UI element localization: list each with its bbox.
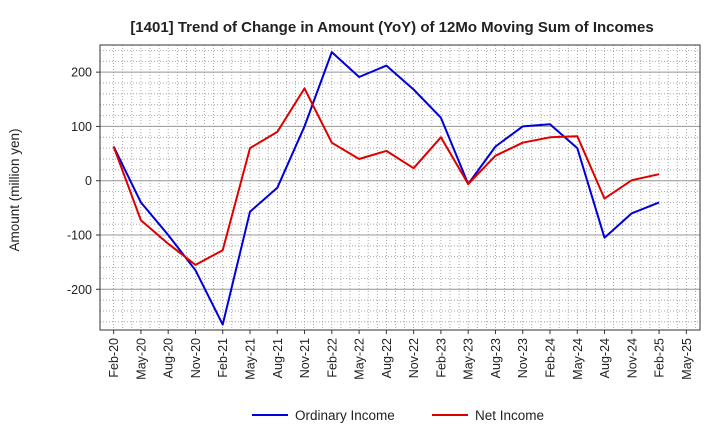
x-tick-label: Aug-23	[489, 338, 503, 378]
x-tick-label: May-21	[244, 338, 258, 380]
x-tick-label: Nov-24	[625, 338, 639, 378]
x-tick-label: Aug-20	[162, 338, 176, 378]
y-axis-ticks: 200 100 0 -100 -200	[67, 66, 100, 297]
x-tick-label: Feb-25	[653, 338, 667, 378]
x-tick-label: May-22	[353, 338, 367, 380]
x-tick-label: Aug-24	[598, 338, 612, 378]
x-tick-label: May-24	[571, 338, 585, 380]
legend-label: Net Income	[475, 408, 544, 423]
x-tick-label: Aug-21	[271, 338, 285, 378]
x-tick-label: Feb-23	[434, 338, 448, 378]
x-tick-label: Feb-20	[107, 338, 121, 378]
legend-label: Ordinary Income	[295, 408, 395, 423]
x-tick-label: Feb-22	[325, 338, 339, 378]
x-tick-label: Nov-20	[189, 338, 203, 378]
x-axis-ticks: Feb-20 May-20 Aug-20 Nov-20 Feb-21 May-21 Aug-…	[107, 330, 694, 380]
series-lines	[112, 51, 660, 326]
series-line-net-income	[112, 87, 660, 266]
chart-title: [1401] Trend of Change in Amount (YoY) o…	[130, 19, 653, 36]
y-axis-title: Amount (million yen)	[7, 128, 22, 251]
x-tick-label: May-25	[680, 338, 694, 380]
series-line-ordinary-income	[112, 51, 660, 326]
x-tick-label: May-20	[134, 338, 148, 380]
y-tick-label: 0	[85, 174, 92, 188]
y-tick-label: -200	[67, 283, 92, 297]
x-tick-label: Feb-24	[544, 338, 558, 378]
grid	[100, 45, 700, 330]
y-tick-label: 200	[71, 66, 92, 80]
x-tick-label: May-23	[462, 338, 476, 380]
legend: Ordinary Income Net Income	[252, 408, 544, 423]
x-tick-label: Nov-23	[516, 338, 530, 378]
x-tick-label: Feb-21	[216, 338, 230, 378]
x-tick-label: Nov-22	[407, 338, 421, 378]
x-tick-label: Nov-21	[298, 338, 312, 378]
y-tick-label: 100	[71, 120, 92, 134]
x-tick-label: Aug-22	[380, 338, 394, 378]
plot-area	[99, 44, 701, 331]
y-tick-label: -100	[67, 229, 92, 243]
